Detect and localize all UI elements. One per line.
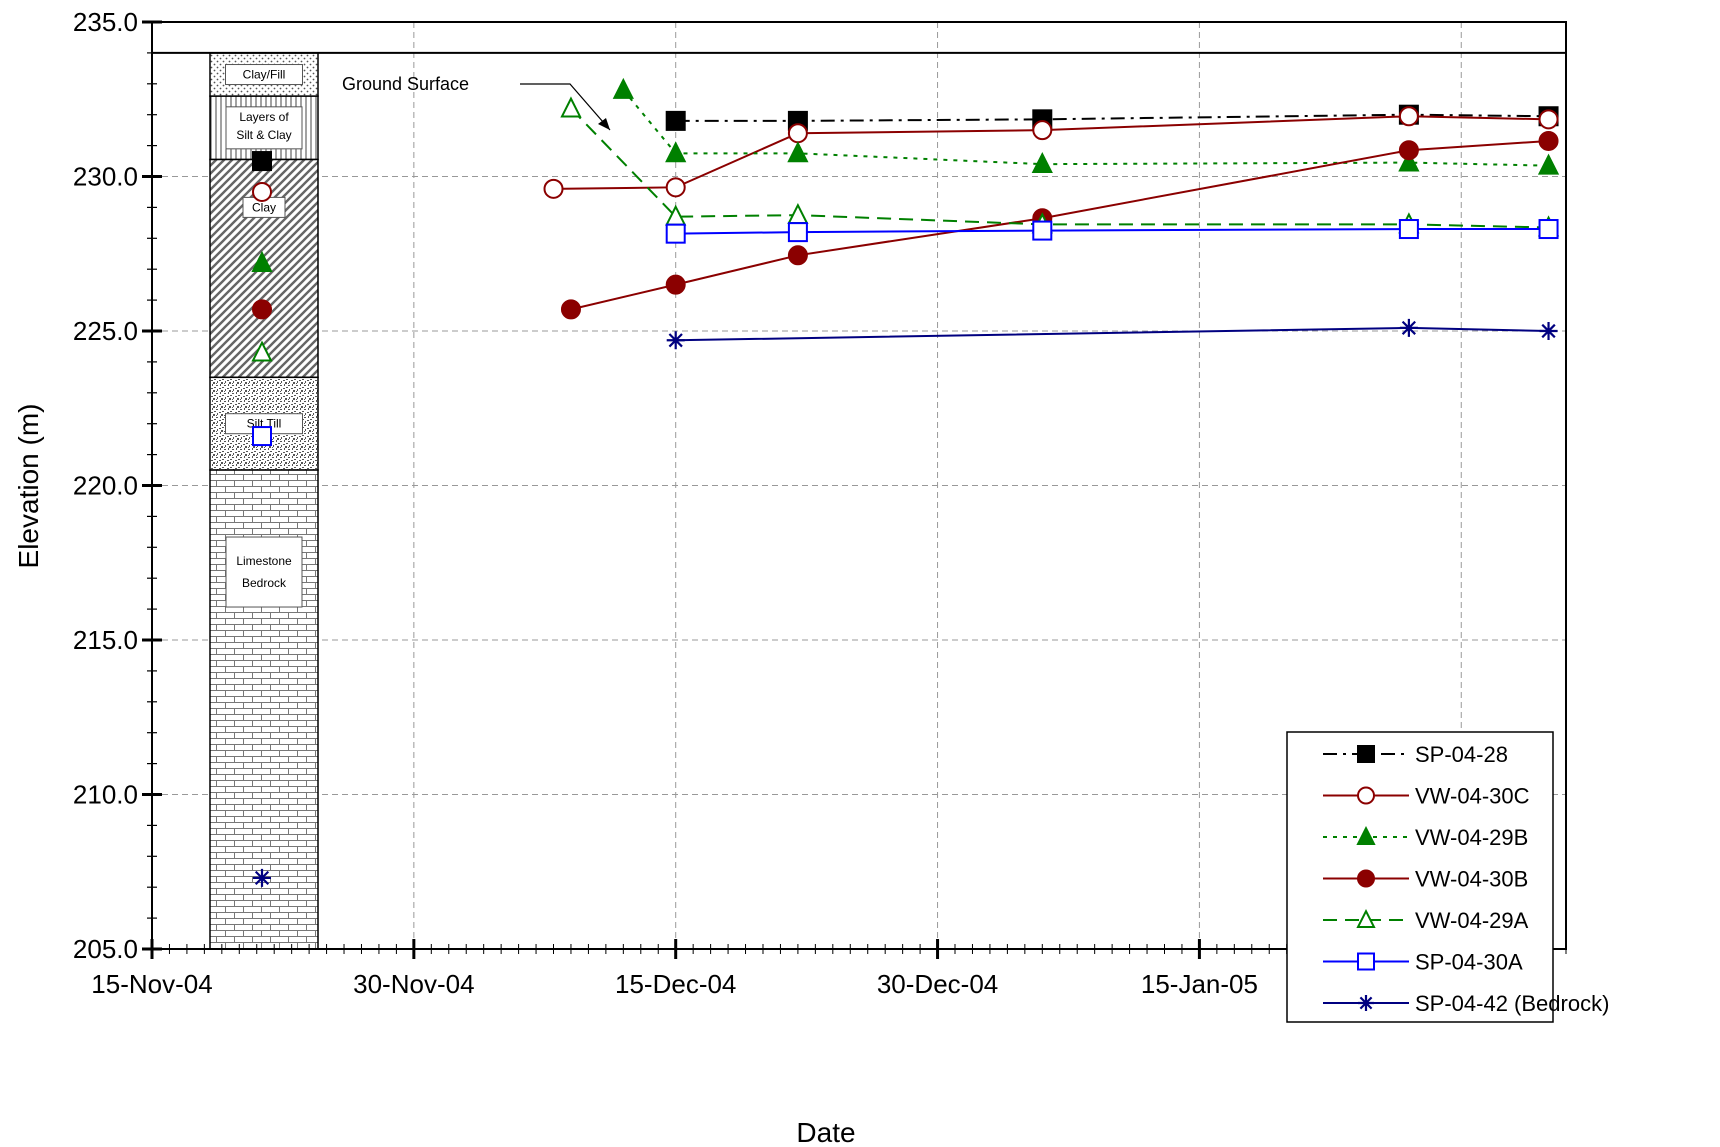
x-tick-label: 15-Nov-04	[91, 969, 212, 999]
data-point	[1537, 153, 1560, 175]
ground-surface-label: Ground Surface	[342, 74, 469, 94]
x-tick-label: 30-Dec-04	[877, 969, 998, 999]
data-point	[543, 178, 564, 199]
y-tick-label: 210.0	[73, 780, 138, 810]
data-point	[1538, 109, 1559, 130]
y-tick-label: 225.0	[73, 316, 138, 346]
stratum-label: Layers of Silt & Clay	[236, 110, 291, 142]
legend: SP-04-28 VW-04-30C VW-04-29B VW-04-30B VW-04…	[1286, 731, 1609, 1023]
data-point	[560, 96, 582, 118]
x-tick-label: 15-Jan-05	[1141, 969, 1258, 999]
data-point	[1398, 106, 1419, 127]
x-tick-label: 30-Nov-04	[353, 969, 474, 999]
legend-marker	[1357, 786, 1375, 805]
instrument-marker	[252, 181, 272, 202]
legend-label: SP-04-28	[1415, 742, 1508, 767]
instrument-marker	[253, 868, 271, 887]
data-point	[665, 274, 686, 295]
legend-label: SP-04-42 (Bedrock)	[1415, 991, 1609, 1016]
data-point	[787, 123, 808, 144]
instrument-marker	[251, 340, 273, 362]
grid-lines	[152, 22, 1566, 949]
data-point	[665, 223, 686, 244]
y-tick-label: 205.0	[73, 934, 138, 964]
legend-marker	[1357, 745, 1375, 763]
legend-label: VW-04-29A	[1415, 908, 1529, 933]
instrument-marker	[252, 426, 272, 447]
data-point	[1032, 220, 1053, 241]
data-point	[1538, 130, 1559, 151]
data-point	[1538, 219, 1559, 240]
instrument-marker	[252, 299, 272, 320]
data-point	[665, 110, 686, 131]
y-tick-label: 230.0	[73, 162, 138, 192]
instrument-marker	[252, 151, 272, 172]
legend-marker	[1357, 952, 1375, 971]
series-line	[553, 115, 1549, 190]
y-tick-label: 235.0	[73, 7, 138, 37]
data-point	[1398, 150, 1420, 172]
data-point	[787, 141, 809, 163]
stratum-label: Clay/Fill	[243, 68, 286, 82]
legend-label: VW-04-30B	[1415, 867, 1528, 892]
series-line	[570, 107, 1549, 229]
data-point	[1539, 322, 1558, 340]
stratum-label-box	[225, 106, 303, 150]
legend-marker	[1356, 908, 1376, 929]
y-axis-title: Elevation (m)	[13, 404, 44, 569]
data-point	[560, 299, 581, 320]
legend-label: VW-04-30C	[1415, 784, 1530, 809]
legend-box	[1286, 731, 1554, 1023]
data-point	[666, 331, 685, 350]
data-point	[665, 177, 686, 198]
data-point	[787, 245, 808, 266]
data-point	[1399, 318, 1418, 337]
stratum-label-box	[225, 64, 303, 86]
legend-marker	[1356, 825, 1376, 846]
instrument-marker	[251, 250, 273, 272]
legend-marker	[1358, 995, 1374, 1011]
data-point	[787, 222, 808, 243]
series-line	[570, 139, 1549, 311]
y-tick-label: 215.0	[73, 625, 138, 655]
data-series	[543, 77, 1560, 350]
x-axis-title: Date	[796, 1117, 855, 1147]
ground-surface-arrowhead	[598, 118, 610, 130]
data-point	[1398, 219, 1419, 240]
stratum-label-box	[225, 536, 303, 608]
data-point	[1398, 140, 1419, 161]
ground-surface-annotation: Ground Surface	[342, 74, 611, 131]
ground-surface-arrow	[520, 83, 611, 131]
stratum-label: Limestone Bedrock	[236, 554, 292, 590]
legend-label: SP-04-30A	[1415, 950, 1523, 975]
data-point	[1031, 152, 1053, 174]
data-point	[612, 77, 634, 99]
x-tick-label: 15-Dec-04	[615, 969, 736, 999]
data-point	[665, 141, 687, 163]
y-tick-label: 220.0	[73, 471, 138, 501]
data-point	[1032, 120, 1053, 141]
stratum-label: Clay	[252, 200, 276, 214]
legend-marker	[1357, 869, 1375, 888]
legend-label: VW-04-29B	[1415, 825, 1528, 850]
